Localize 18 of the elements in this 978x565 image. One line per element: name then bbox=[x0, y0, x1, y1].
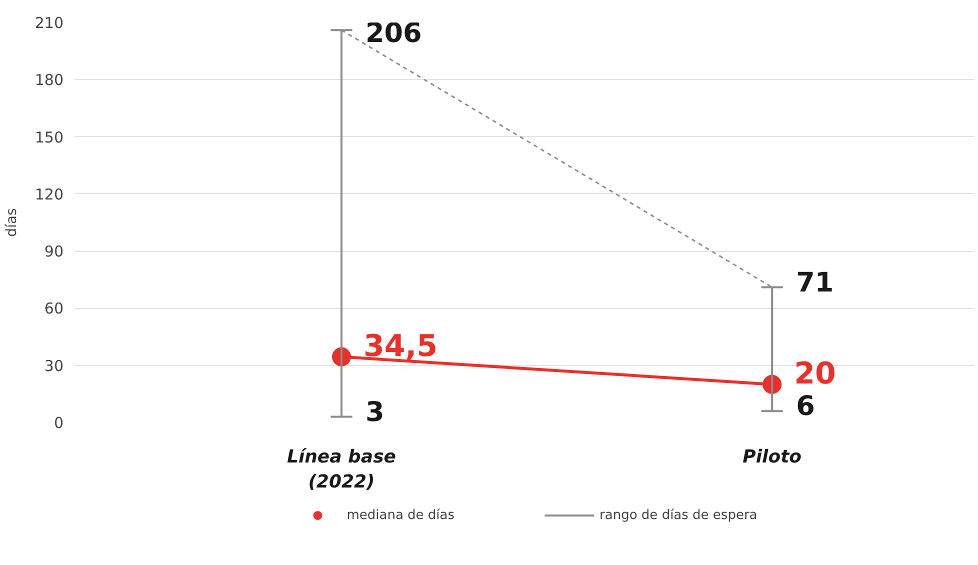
x-tick-label: Línea base (2022) bbox=[286, 446, 396, 493]
y-tick-label: 90 bbox=[44, 242, 64, 261]
annotation: 3 bbox=[365, 396, 384, 428]
y-tick-label: 120 bbox=[34, 185, 64, 204]
y-tick-label: 150 bbox=[34, 128, 64, 146]
y-tick-label: 180 bbox=[34, 71, 64, 90]
annotation: 71 bbox=[796, 267, 834, 298]
annotation: 6 bbox=[796, 391, 815, 422]
y-tick-label: 60 bbox=[44, 300, 64, 318]
y-tick-label: 30 bbox=[44, 356, 64, 375]
legend-label: mediana de días bbox=[346, 508, 455, 522]
legend-label: rango de días de espera bbox=[600, 508, 758, 522]
y-tick-label: 0 bbox=[54, 414, 64, 432]
y-axis-title: días bbox=[4, 208, 20, 237]
data-label: 20 bbox=[794, 356, 836, 392]
data-label: 34,5 bbox=[363, 328, 438, 364]
y-tick-label: 210 bbox=[34, 14, 64, 32]
x-tick-label: Piloto bbox=[742, 446, 802, 468]
